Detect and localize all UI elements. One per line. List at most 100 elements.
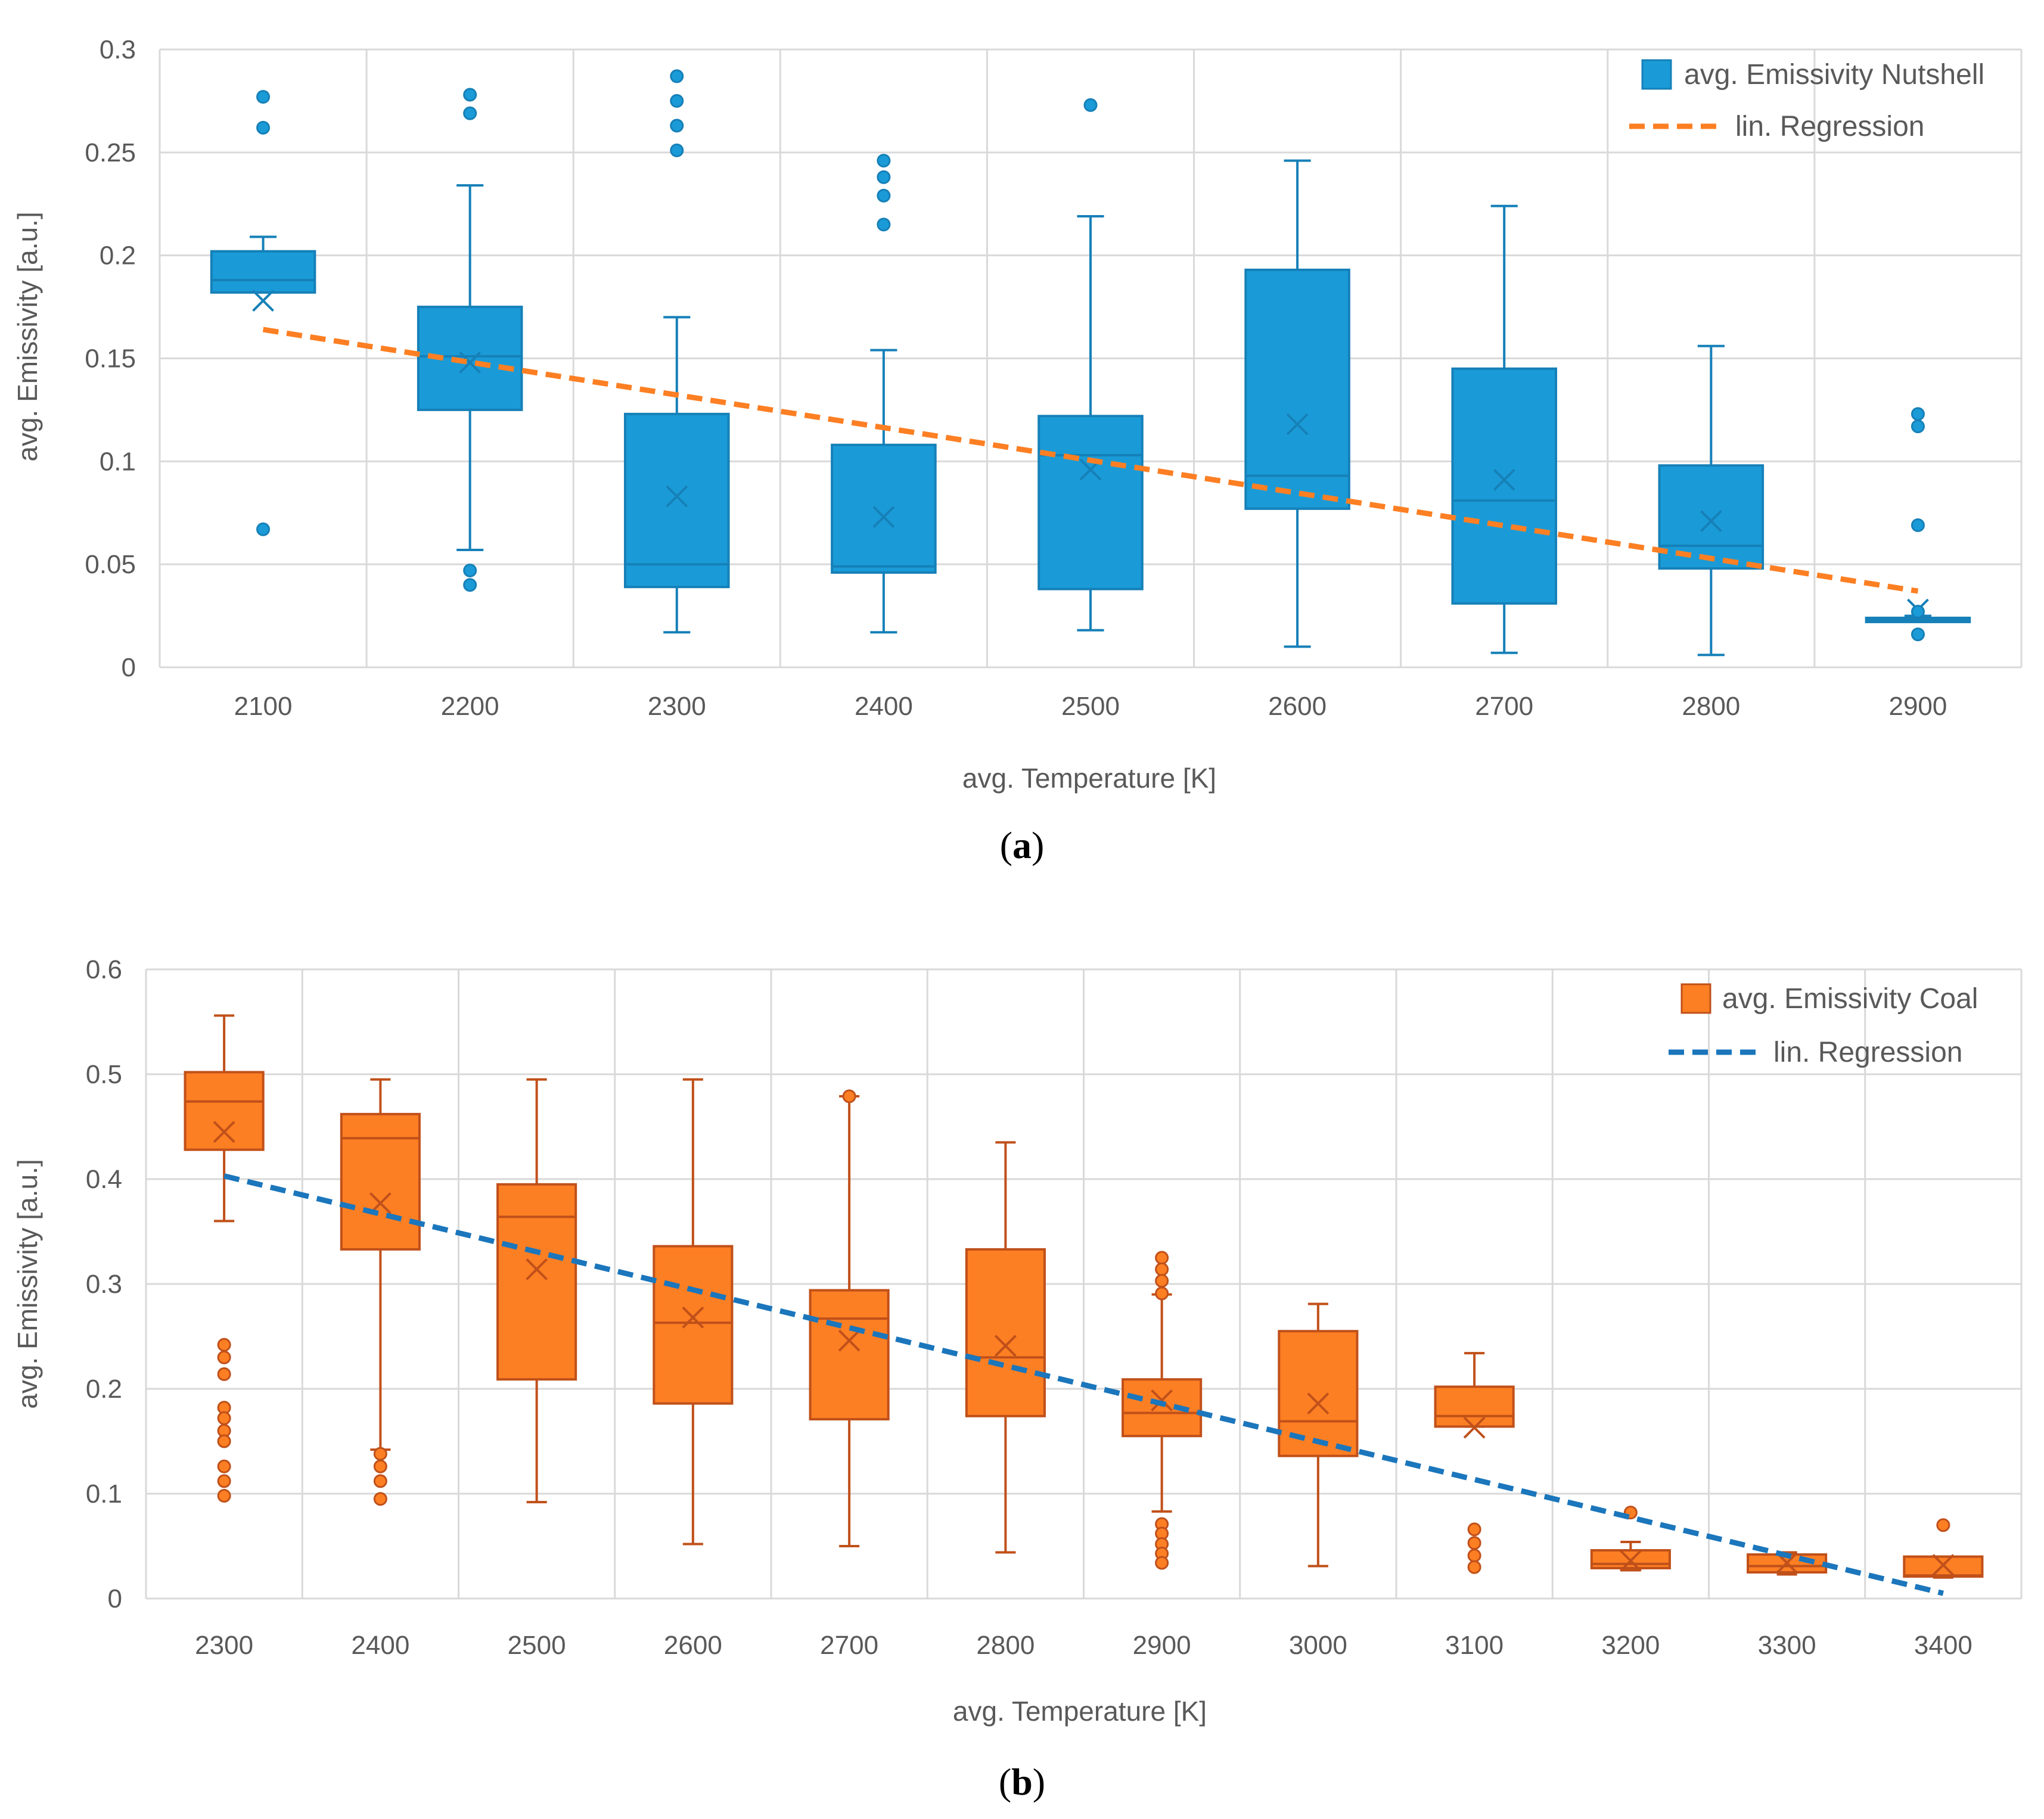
chart-a-box-2600 [1244, 159, 1350, 648]
chart-a-box-body [1658, 464, 1765, 570]
chart-a-x-tick-label: 2200 [441, 692, 499, 721]
chart-a-x-tick-label: 2600 [1268, 692, 1327, 721]
chart-b-x-ticks: 2300 2400 2500 2600 2700 2800 2900 3000 3100 3200… [195, 1631, 1972, 1660]
chart-a-mean-marker [459, 351, 482, 374]
chart-a-outlier-point [463, 578, 477, 592]
chart-a-x-tick-label: 2800 [1682, 692, 1740, 721]
chart-a-y-tick-label: 0.15 [85, 344, 136, 374]
chart-b-x-tick-label: 2300 [195, 1631, 253, 1660]
chart-b-legend-line-label: lin. Regression [1773, 1037, 1962, 1068]
chart-b-box-body [496, 1183, 577, 1381]
chart-b-outlier-point [217, 1367, 231, 1381]
chart-b-x-tick-label: 2800 [976, 1631, 1035, 1660]
chart-a-caption: (a) [1000, 824, 1045, 866]
chart-a-outlier-point [1083, 98, 1098, 112]
chart-b-boxes [184, 1014, 1984, 1579]
chart-a-outlier-point [877, 188, 891, 203]
chart-a-x-tick-label: 2700 [1475, 692, 1533, 721]
chart-a-outlier-point [670, 143, 684, 157]
chart-b-box-2400 [340, 1078, 421, 1506]
chart-a-outlier-point [463, 106, 477, 120]
chart-b-box-2900 [1122, 1251, 1203, 1570]
chart-b-x-tick-label: 2600 [664, 1631, 722, 1660]
chart-b-mean-marker [1307, 1392, 1329, 1415]
chart-b-x-tick-label: 2900 [1133, 1631, 1191, 1660]
chart-b-outlier-point [217, 1411, 231, 1425]
chart-a-legend: avg. Emissivity Nutshell lin. Regression [1629, 59, 1984, 142]
chart-a-emissivity-nutshell: 00.050.10.150.20.250.3 2100 2200 2300 2400 2… [12, 35, 2023, 866]
chart-b-x-tick-label: 2700 [820, 1631, 878, 1660]
chart-b-outlier-point [1467, 1536, 1481, 1550]
chart-b-box-2800 [965, 1141, 1046, 1554]
chart-b-outlier-point [1155, 1286, 1169, 1301]
chart-b-outlier-point [217, 1434, 231, 1448]
chart-a-x-tick-label: 2400 [855, 692, 913, 721]
chart-a-x-ticks: 2100 2200 2300 2400 2500 2600 2700 2800 2900 [234, 692, 1947, 721]
chart-b-x-tick-label: 2400 [351, 1631, 409, 1660]
chart-b-x-tick-label: 3100 [1445, 1631, 1504, 1660]
chart-a-x-tick-label: 2300 [648, 692, 706, 721]
chart-b-emissivity-coal: 0 0.1 0.2 0.3 0.4 0.5 0.6 2300 2400 2500 2600 2700… [12, 955, 2023, 1803]
chart-b-outlier-point [1155, 1262, 1169, 1276]
chart-a-mean-marker [252, 290, 274, 312]
chart-b-y-tick-label: 0.6 [86, 955, 122, 984]
chart-b-outlier-point [373, 1459, 387, 1473]
chart-b-mean-marker [1151, 1389, 1173, 1411]
chart-b-mean-marker [838, 1329, 861, 1352]
chart-a-y-tick-label: 0.2 [100, 241, 136, 270]
chart-a-outlier-point [463, 564, 477, 578]
chart-a-regression-line [262, 327, 1919, 594]
chart-b-outlier-point [373, 1492, 387, 1506]
chart-b-grid [145, 968, 2023, 1600]
chart-a-outlier-point [256, 120, 271, 135]
chart-a-box-body [1244, 268, 1350, 510]
chart-b-legend-box-swatch [1680, 983, 1711, 1014]
chart-a-outlier-point [877, 154, 891, 168]
chart-a-outlier-point [256, 522, 271, 536]
chart-b-mean-marker [526, 1258, 548, 1280]
chart-a-box-body [210, 250, 316, 294]
chart-a-box-2700 [1451, 204, 1557, 654]
chart-b-x-tick-label: 3000 [1289, 1631, 1347, 1660]
chart-a-mean-marker [1286, 413, 1309, 436]
chart-b-y-tick-label: 0 [108, 1584, 122, 1613]
chart-a-x-axis-title: avg. Temperature [K] [962, 763, 1216, 794]
chart-a-box-2200 [417, 88, 523, 592]
chart-a-mean-marker [666, 485, 688, 508]
chart-b-outlier-point [1936, 1518, 1950, 1532]
chart-b-box-body [653, 1245, 734, 1405]
chart-b-box-body [340, 1112, 421, 1251]
chart-b-outlier-point [1467, 1522, 1481, 1537]
chart-a-mean-marker [872, 506, 895, 528]
chart-a-outlier-point [670, 69, 684, 83]
chart-a-outlier-point [670, 119, 684, 133]
chart-b-regression [223, 1173, 1944, 1596]
chart-b-x-tick-label: 3400 [1914, 1631, 1972, 1660]
chart-a-y-tick-label: 0.3 [100, 35, 136, 64]
chart-b-mean-marker [1463, 1416, 1486, 1439]
chart-b-outlier-point [842, 1089, 856, 1103]
chart-a-outlier-point [670, 94, 684, 108]
chart-b-outlier-point [1467, 1560, 1481, 1574]
chart-a-outlier-point [463, 88, 477, 102]
chart-b-y-tick-label: 0.5 [86, 1060, 122, 1089]
chart-a-outlier-point [1911, 419, 1925, 434]
chart-b-box-3100 [1434, 1352, 1515, 1574]
chart-a-outlier-point [1911, 518, 1925, 532]
chart-b-caption-letter: b [1011, 1761, 1033, 1803]
chart-a-outlier-point [1911, 605, 1925, 619]
chart-b-legend: avg. Emissivity Coal lin. Regression [1669, 983, 1978, 1068]
chart-a-regression [262, 327, 1919, 594]
chart-a-mean-marker [1700, 510, 1722, 532]
chart-a-y-tick-label: 0 [122, 653, 136, 682]
chart-b-y-axis-title: avg. Emissivity [a.u.] [12, 1159, 43, 1408]
chart-b-caption: (b) [999, 1761, 1045, 1803]
chart-a-box-body [831, 443, 937, 574]
chart-a-x-tick-label: 2100 [234, 692, 293, 721]
chart-b-legend-box-label: avg. Emissivity Coal [1722, 983, 1978, 1015]
chart-b-outlier-point [217, 1459, 231, 1473]
chart-b-mean-marker [682, 1306, 704, 1329]
chart-a-legend-line-label: lin. Regression [1735, 111, 1924, 142]
chart-b-outlier-point [217, 1474, 231, 1488]
chart-a-caption-close: ) [1032, 824, 1044, 866]
